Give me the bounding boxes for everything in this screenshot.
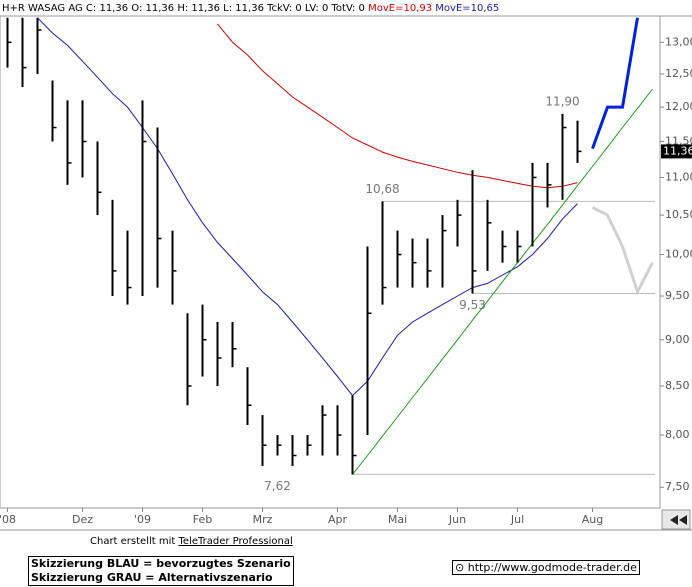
url[interactable]: http://www.godmode-trader.de — [467, 561, 637, 574]
x-tick-label: Jul — [510, 513, 524, 526]
y-tick-label: 9,00 — [665, 333, 690, 346]
level-label: 7,62 — [264, 479, 291, 493]
legend-blue: Skizzierung BLAU = bevorzugtes Szenario — [31, 557, 291, 570]
x-tick-label: Feb — [193, 513, 212, 526]
x-tick-label: Aug — [582, 513, 603, 526]
y-tick-label: 13,00 — [665, 35, 692, 48]
last-price-box — [661, 144, 692, 159]
x-tick-label: Apr — [328, 513, 348, 526]
y-tick-label: 8,00 — [665, 428, 690, 441]
x-tick-label: '08 — [0, 513, 16, 526]
y-tick-label: 10,00 — [665, 248, 692, 261]
y-tick-label: 11,00 — [665, 170, 692, 183]
y-tick-label: 12,00 — [665, 100, 692, 113]
legend-entry: MovE=10,65 — [435, 3, 499, 14]
credit-text: Chart erstellt mit — [90, 536, 176, 547]
plot-frame — [0, 15, 661, 509]
x-tick-label: Jun — [448, 513, 466, 526]
plot: 11,90 10,68 9,53 7,62 — [6, 17, 655, 493]
x-tick-label: Dez — [72, 513, 93, 526]
moving-average — [37, 17, 578, 397]
sketch-line — [591, 206, 654, 296]
y-tick-label: 9,50 — [665, 289, 690, 302]
y-tick-label: 10,50 — [665, 208, 692, 221]
header-text: H+R WASAG AG C: 11,36 O: 11,36 H: 11,36 … — [2, 3, 365, 14]
credit: Chart erstellt mit TeleTrader Profession… — [90, 536, 293, 547]
moving-average — [217, 23, 578, 189]
level-label: 9,53 — [459, 298, 486, 312]
scroll-icon — [670, 515, 687, 525]
chart: H+R WASAG AG C: 11,36 O: 11,36 H: 11,36 … — [0, 3, 692, 531]
legend-box: Skizzierung BLAU = bevorzugtes Szenario … — [28, 556, 294, 586]
level-label: 11,90 — [545, 94, 579, 108]
x-tick-label: Mai — [388, 513, 407, 526]
x-tick-label: '09 — [134, 513, 151, 526]
sketch-line — [591, 17, 639, 150]
credit-link[interactable]: TeleTrader Professional — [178, 536, 293, 547]
legend-entry: MovE=10,93 — [368, 3, 432, 14]
y-tick-label: 8,50 — [665, 379, 690, 392]
url-box: ⊙ http://www.godmode-trader.de — [452, 560, 640, 575]
y-tick-label: 11,50 — [665, 134, 692, 147]
x-tick-label: Mrz — [253, 513, 273, 526]
level-label: 10,68 — [365, 182, 399, 196]
y-tick-label: 7,50 — [665, 480, 690, 493]
header: H+R WASAG AG C: 11,36 O: 11,36 H: 11,36 … — [2, 3, 499, 14]
sketch-line — [352, 88, 653, 475]
last-price: 11,36 — [663, 144, 692, 157]
y-tick-label: 12,50 — [665, 67, 692, 80]
legend-gray: Skizzierung GRAU = Alternativszenario — [31, 571, 273, 584]
